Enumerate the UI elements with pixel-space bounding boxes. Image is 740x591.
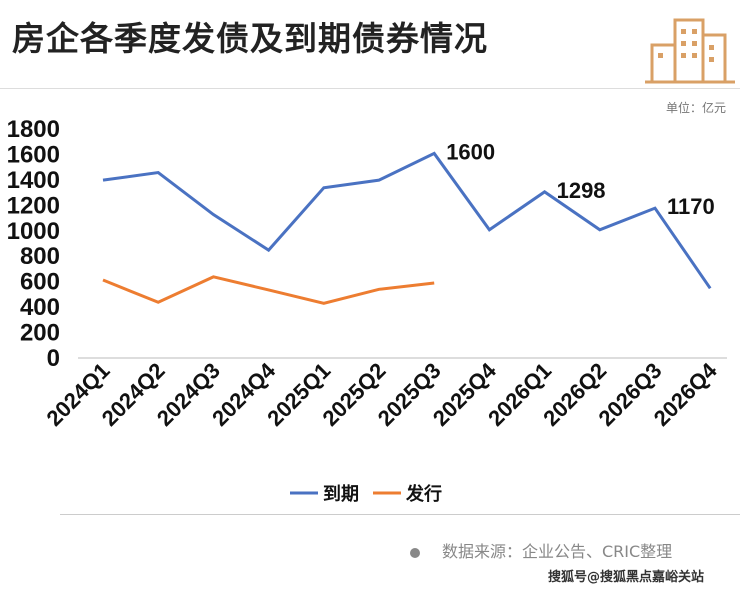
building-icon [645, 18, 735, 84]
legend-label: 到期 [323, 484, 359, 505]
series-line-issue [102, 275, 435, 305]
unit-label: 单位：亿元 [665, 101, 726, 115]
y-tick-label: 1600 [7, 141, 60, 168]
data-label: 1600 [446, 139, 495, 164]
line-chart: 0200400600800100012001400160018002024Q12… [7, 116, 727, 505]
y-tick-label: 1200 [7, 192, 60, 219]
series-line-due [102, 151, 712, 290]
source-note: 数据来源：企业公告、CRIC整理 [410, 538, 672, 562]
divider [0, 88, 740, 89]
data-label: 1298 [557, 178, 606, 203]
y-tick-label: 1800 [7, 116, 60, 143]
x-tick-label: 2026Q4 [649, 357, 723, 431]
bullet-icon [410, 547, 420, 558]
y-tick-label: 1000 [7, 218, 60, 245]
y-tick-label: 600 [20, 269, 60, 296]
data-label: 1170 [667, 194, 715, 219]
y-tick-label: 200 [20, 320, 60, 347]
y-tick-label: 1400 [7, 167, 60, 194]
legend-label: 发行 [405, 483, 442, 505]
y-tick-label: 800 [20, 243, 60, 270]
y-tick-label: 400 [20, 294, 60, 321]
page-title: 房企各季度发债及到期债券情况 [12, 19, 488, 58]
y-tick-label: 0 [47, 345, 60, 372]
divider [60, 514, 740, 515]
source-text: 数据来源：企业公告、CRIC整理 [442, 542, 673, 561]
watermark-text: 搜狐号@搜狐黑点嘉峪关站 [548, 570, 705, 585]
